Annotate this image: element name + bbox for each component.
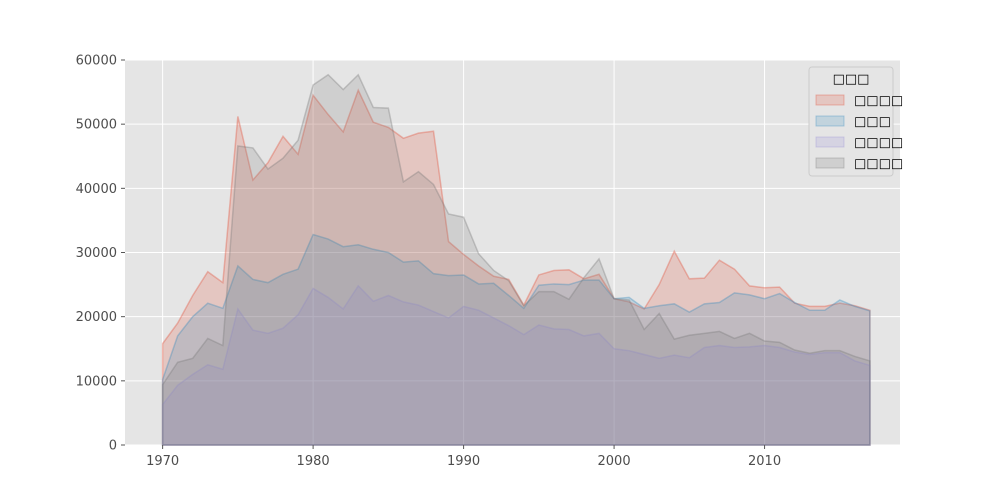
area-series-2 (161, 233, 871, 446)
y-tick-label: 30000 (76, 246, 117, 261)
legend: □□□ □□□□□□□□□□□□□□□ (808, 66, 903, 177)
x-tick-label: 1980 (297, 454, 330, 469)
legend-swatch-1 (815, 94, 845, 106)
y-axis-ticks: 0 10000 20000 30000 40000 50000 60000 (76, 54, 125, 454)
area-series-4 (161, 73, 871, 446)
y-tick-label: 50000 (76, 118, 117, 133)
legend-label-3: □□□□ (854, 136, 903, 151)
legend-box (808, 66, 894, 177)
legend-items: □□□□□□□□□□□□□□□ (815, 94, 903, 172)
area-series-group (161, 73, 871, 446)
x-tick-label: 2000 (598, 454, 631, 469)
x-axis-ticks: 1970 1980 1990 2000 2010 (146, 445, 781, 469)
x-tick-label: 1970 (146, 454, 179, 469)
y-tick-label: 20000 (76, 310, 117, 325)
legend-swatch-4 (815, 157, 845, 169)
x-tick-label: 1990 (447, 454, 480, 469)
y-tick-label: 40000 (76, 182, 117, 197)
legend-label-1: □□□□ (854, 94, 903, 109)
legend-title: □□□ (833, 72, 870, 87)
x-tick-label: 2010 (748, 454, 781, 469)
legend-label-2: □□□ (854, 115, 891, 130)
legend-swatch-3 (815, 136, 845, 148)
y-tick-label: 0 (109, 439, 117, 454)
grid-lines (125, 59, 900, 446)
area-series-3 (161, 284, 871, 446)
area-series-1 (161, 88, 871, 446)
legend-swatch-2 (815, 115, 845, 127)
y-tick-label: 10000 (76, 374, 117, 389)
legend-label-4: □□□□ (854, 157, 903, 172)
y-tick-label: 60000 (76, 54, 117, 69)
